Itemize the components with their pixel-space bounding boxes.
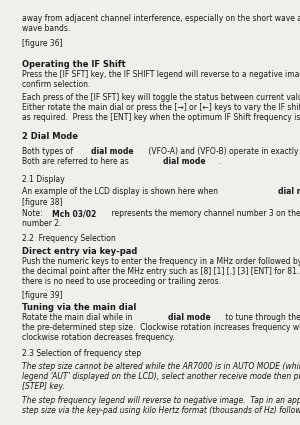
Text: Push the numeric keys to enter the frequency in a MHz order followed by [ENT], u: Push the numeric keys to enter the frequ… [22,257,300,266]
Text: An example of the LCD display is shown here when: An example of the LCD display is shown h… [22,187,221,196]
Text: .: . [218,157,220,166]
Text: legend ‘AUT’ displayed on the LCD), select another receive mode then press the: legend ‘AUT’ displayed on the LCD), sele… [22,372,300,381]
Text: there is no need to use proceeding or trailing zeros.: there is no need to use proceeding or tr… [22,277,221,286]
Text: Press the [IF SFT] key, the IF SHIFT legend will reverse to a negative image to: Press the [IF SFT] key, the IF SHIFT leg… [22,70,300,79]
Text: [STEP] key.: [STEP] key. [22,382,65,391]
Text: step size via the key-pad using kilo Hertz format (thousands of Hz) followed by : step size via the key-pad using kilo Her… [22,406,300,415]
Text: represents the memory channel number 3 on the memory bank: represents the memory channel number 3 o… [109,209,300,218]
Text: wave bands.: wave bands. [22,24,70,33]
Text: 2.3 Selection of frequency step: 2.3 Selection of frequency step [22,349,141,358]
Text: Direct entry via key-pad: Direct entry via key-pad [22,247,137,256]
Text: [figure 36]: [figure 36] [22,39,63,48]
Text: dial mode: dial mode [168,313,210,322]
Text: 2.2  Frequency Selection: 2.2 Frequency Selection [22,234,116,243]
Text: The step frequency legend will reverse to negative image.  Tap in an appropriate: The step frequency legend will reverse t… [22,396,300,405]
Text: 2 Dial Mode: 2 Dial Mode [22,132,78,141]
Text: dial mode: dial mode [91,147,134,156]
Text: Operating the IF Shift: Operating the IF Shift [22,60,126,69]
Text: confirm selection.: confirm selection. [22,80,90,89]
Text: dial mode: dial mode [278,187,300,196]
Text: Both types of: Both types of [22,147,75,156]
Text: to tune through the frequency spectrum at: to tune through the frequency spectrum a… [223,313,300,322]
Text: as required.  Press the [ENT] key when the optimum IF Shift frequency is obtaine: as required. Press the [ENT] key when th… [22,113,300,122]
Text: Rotate the main dial while in: Rotate the main dial while in [22,313,135,322]
Text: Mch 03/02: Mch 03/02 [52,209,96,218]
Text: The step size cannot be altered while the AR7000 is in AUTO MODE (while the: The step size cannot be altered while th… [22,362,300,371]
Text: Both are referred to here as: Both are referred to here as [22,157,131,166]
Text: (VFO-A) and (VFO-B) operate in exactly the same manner.: (VFO-A) and (VFO-B) operate in exactly t… [146,147,300,156]
Text: away from adjacent channel interference, especially on the short wave and medium: away from adjacent channel interference,… [22,14,300,23]
Text: Each press of the [IF SFT] key will toggle the status between current value and : Each press of the [IF SFT] key will togg… [22,93,300,102]
Text: the decimal point after the MHz entry such as [8] [1] [.] [3] [ENT] for 81.300 M: the decimal point after the MHz entry su… [22,267,300,276]
Text: 2.1 Display: 2.1 Display [22,175,65,184]
Text: [figure 38]: [figure 38] [22,198,62,207]
Text: Either rotate the main dial or press the [→] or [←] keys to vary the IF shift fr: Either rotate the main dial or press the… [22,103,300,112]
Text: clockwise rotation decreases frequency.: clockwise rotation decreases frequency. [22,333,175,342]
Text: Note:: Note: [22,209,45,218]
Text: the pre-determined step size.  Clockwise rotation increases frequency while anti: the pre-determined step size. Clockwise … [22,323,300,332]
Text: number 2.: number 2. [22,219,62,228]
Text: [figure 39]: [figure 39] [22,291,63,300]
Text: Tuning via the main dial: Tuning via the main dial [22,303,136,312]
Text: dial mode: dial mode [163,157,206,166]
